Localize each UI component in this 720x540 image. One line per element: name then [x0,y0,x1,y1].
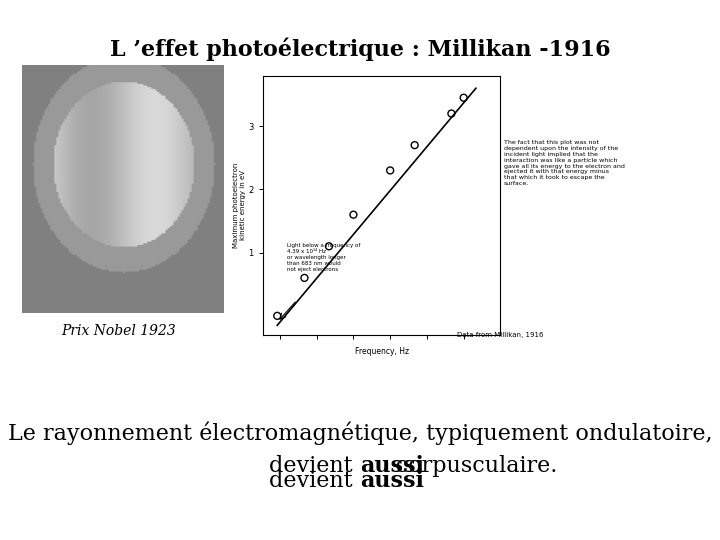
Point [348,211,359,219]
Text: devient: devient [269,470,360,492]
Text: L ’effet photoélectrique : Millikan -1916: L ’effet photoélectrique : Millikan -191… [109,38,611,62]
Y-axis label: Maximum photoelectron
kinetic energy in eV: Maximum photoelectron kinetic energy in … [233,163,246,248]
Point [458,93,469,102]
X-axis label: Frequency, Hz: Frequency, Hz [354,347,409,356]
Point [299,274,310,282]
Text: aussi: aussi [360,470,424,492]
Text: Light below a frequency of
4.39 x 10¹⁴ Hz
or wavelength longer
than 683 nm would: Light below a frequency of 4.39 x 10¹⁴ H… [287,244,361,272]
Text: corpusculaire.: corpusculaire. [360,455,557,477]
Text: Data from Millikan, 1916: Data from Millikan, 1916 [457,332,544,338]
Point [384,166,396,175]
Text: The fact that this plot was not
dependent upon the intensity of the
incident lig: The fact that this plot was not dependen… [504,140,625,186]
Point [409,141,420,150]
Text: Le rayonnement électromagnétique, typiquement ondulatoire,: Le rayonnement électromagnétique, typiqu… [8,421,712,445]
Point [271,312,283,320]
Text: aussi: aussi [360,455,424,477]
Point [323,242,335,251]
Point [446,109,457,118]
Text: Prix Nobel 1923: Prix Nobel 1923 [61,324,176,338]
Text: devient: devient [269,455,360,477]
